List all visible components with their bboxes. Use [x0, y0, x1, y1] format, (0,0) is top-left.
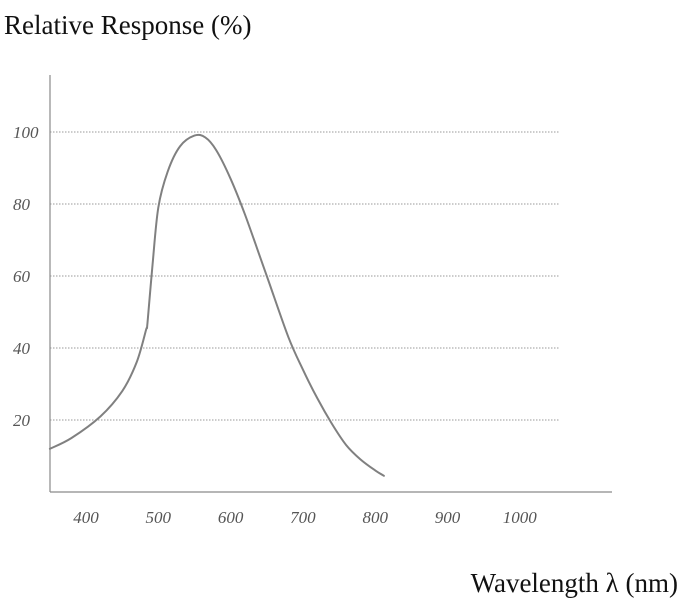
- x-tick-label: 700: [290, 508, 316, 527]
- tick-labels: 20 40 60 80 100 400 500 600 700 800 900 1000: [13, 123, 537, 527]
- x-tick-label: 400: [73, 508, 99, 527]
- axes: [49, 75, 612, 493]
- x-tick-label: 800: [362, 508, 388, 527]
- y-axis-label: Relative Response (%): [4, 10, 251, 40]
- y-tick-label: 100: [13, 123, 39, 142]
- gridlines: [50, 131, 560, 421]
- x-tick-label: 600: [218, 508, 244, 527]
- y-tick-label: 80: [13, 195, 31, 214]
- y-tick-label: 40: [13, 339, 31, 358]
- x-tick-label: 500: [146, 508, 172, 527]
- x-axis-label: Wavelength λ (nm): [471, 568, 678, 598]
- y-tick-label: 20: [13, 411, 31, 430]
- series-line-0: [48, 133, 385, 477]
- series-layer: [48, 133, 385, 477]
- y-tick-label: 60: [13, 267, 31, 286]
- x-tick-label: 1000: [503, 508, 538, 527]
- x-tick-label: 900: [435, 508, 461, 527]
